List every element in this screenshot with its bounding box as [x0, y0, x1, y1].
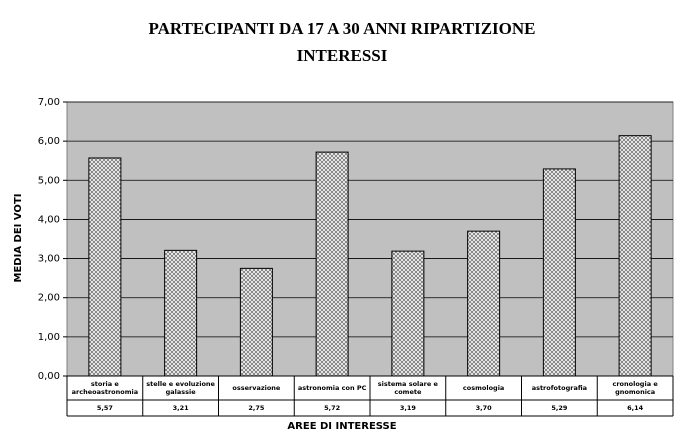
bar — [542, 168, 576, 377]
table-cell: stelle e evoluzione galassie — [146, 380, 215, 396]
table-cell: 2,75 — [248, 404, 265, 412]
bar — [315, 151, 349, 377]
table-cell: 5,57 — [96, 404, 113, 412]
table-cell: osservazione — [232, 384, 281, 392]
plot-area — [66, 101, 674, 377]
x-axis-title: AREE DI INTERESSE — [287, 421, 396, 432]
y-tick-label: 1,00 — [38, 332, 60, 343]
table-cell: astrofotografia — [531, 384, 588, 392]
table-cell: cronologia e gnomonica — [612, 380, 658, 396]
table-cell: astronomia con PC — [297, 384, 367, 392]
y-tick-label: 6,00 — [38, 136, 60, 147]
bar — [618, 135, 652, 377]
y-tick-label: 0,00 — [38, 371, 60, 382]
bar — [391, 250, 425, 377]
table-cell: 5,72 — [324, 404, 341, 412]
y-tick-label: 4,00 — [38, 214, 60, 225]
table-cell: cosmologia — [462, 384, 505, 392]
bar — [164, 249, 198, 377]
table-cell: 3,21 — [172, 404, 189, 412]
chart-title: PARTECIPANTI DA 17 A 30 ANNI RIPARTIZION… — [148, 19, 535, 38]
table-cell: 5,29 — [551, 404, 568, 412]
bar — [467, 230, 501, 377]
table-cell: 3,19 — [399, 404, 416, 412]
table-cell: storia e archeoastronomia — [71, 380, 139, 396]
y-tick-label: 2,00 — [38, 293, 60, 304]
bar — [88, 157, 122, 377]
y-axis-title: MEDIA DEI VOTI — [13, 194, 24, 283]
table-cell: 6,14 — [627, 404, 644, 412]
y-tick-label: 7,00 — [38, 97, 60, 108]
chart-title: INTERESSI — [297, 46, 388, 65]
bar — [239, 267, 273, 377]
table-cell: 3,70 — [475, 404, 492, 412]
table-cell: sistema solare e comete — [377, 380, 438, 396]
y-tick-label: 3,00 — [38, 254, 60, 265]
y-tick-label: 5,00 — [38, 175, 60, 186]
